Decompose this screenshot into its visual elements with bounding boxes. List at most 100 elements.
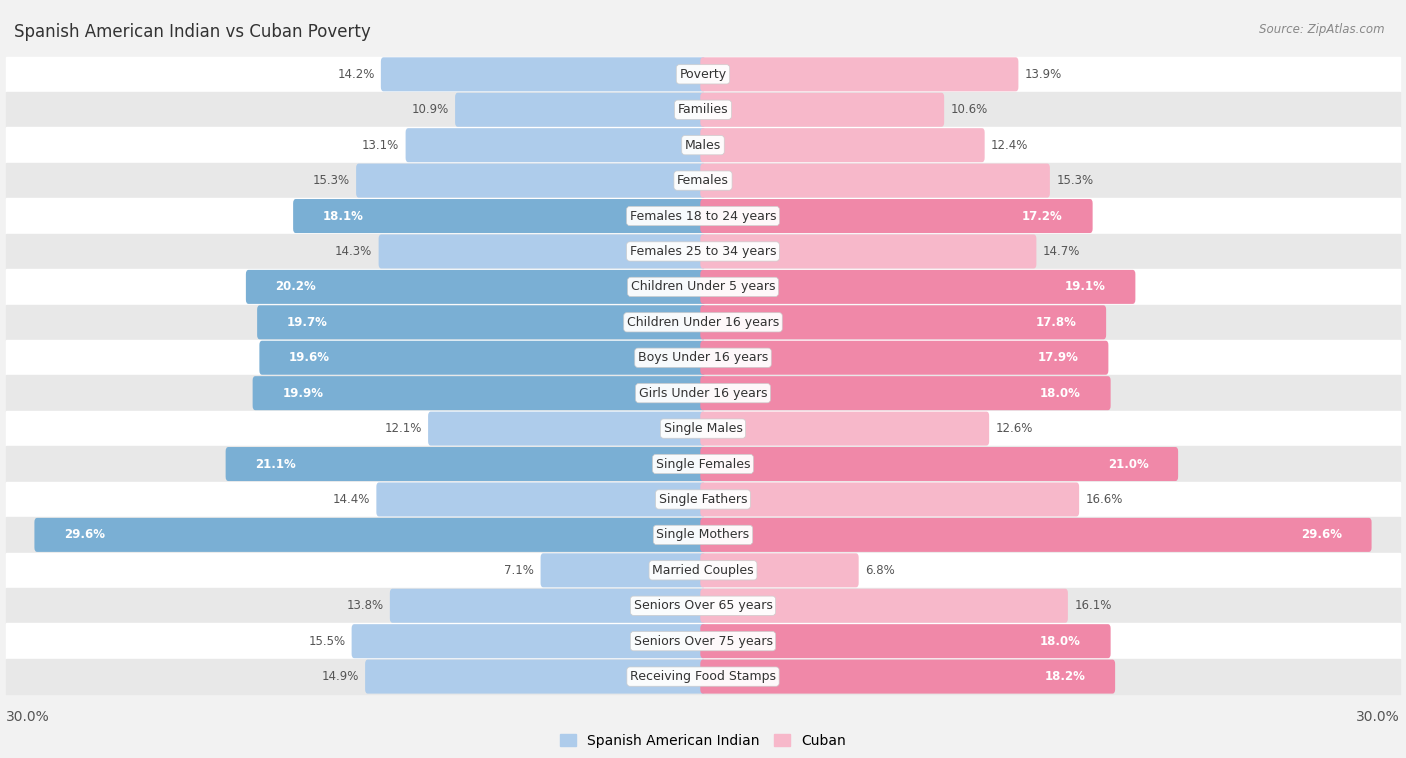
- Text: Poverty: Poverty: [679, 67, 727, 81]
- Bar: [6, 269, 1400, 305]
- Text: Receiving Food Stamps: Receiving Food Stamps: [630, 670, 776, 683]
- Text: 16.1%: 16.1%: [1074, 600, 1112, 612]
- Text: 15.3%: 15.3%: [312, 174, 350, 187]
- Bar: [6, 623, 1400, 659]
- FancyBboxPatch shape: [405, 128, 706, 162]
- Text: Families: Families: [678, 103, 728, 116]
- FancyBboxPatch shape: [225, 447, 706, 481]
- Text: 15.3%: 15.3%: [1056, 174, 1094, 187]
- FancyBboxPatch shape: [259, 341, 706, 374]
- FancyBboxPatch shape: [540, 553, 706, 587]
- Text: Females: Females: [678, 174, 728, 187]
- FancyBboxPatch shape: [700, 518, 1372, 552]
- FancyBboxPatch shape: [700, 58, 1018, 91]
- Bar: [6, 588, 1400, 623]
- Text: 15.5%: 15.5%: [308, 634, 346, 647]
- Text: Boys Under 16 years: Boys Under 16 years: [638, 351, 768, 365]
- Text: 6.8%: 6.8%: [865, 564, 894, 577]
- Text: Females 18 to 24 years: Females 18 to 24 years: [630, 209, 776, 223]
- Text: 7.1%: 7.1%: [505, 564, 534, 577]
- Text: 18.1%: 18.1%: [323, 209, 364, 223]
- Text: 16.6%: 16.6%: [1085, 493, 1123, 506]
- FancyBboxPatch shape: [456, 92, 706, 127]
- FancyBboxPatch shape: [700, 624, 1111, 658]
- Text: Single Males: Single Males: [664, 422, 742, 435]
- Text: 18.2%: 18.2%: [1045, 670, 1085, 683]
- Text: 19.6%: 19.6%: [290, 351, 330, 365]
- Text: 18.0%: 18.0%: [1040, 387, 1081, 399]
- FancyBboxPatch shape: [356, 164, 706, 198]
- Text: Seniors Over 75 years: Seniors Over 75 years: [634, 634, 772, 647]
- FancyBboxPatch shape: [377, 482, 706, 516]
- Bar: [6, 411, 1400, 446]
- FancyBboxPatch shape: [246, 270, 706, 304]
- Text: Children Under 16 years: Children Under 16 years: [627, 316, 779, 329]
- FancyBboxPatch shape: [700, 589, 1069, 623]
- Text: 17.2%: 17.2%: [1022, 209, 1063, 223]
- FancyBboxPatch shape: [366, 659, 706, 694]
- Text: Spanish American Indian vs Cuban Poverty: Spanish American Indian vs Cuban Poverty: [14, 23, 371, 41]
- Legend: Spanish American Indian, Cuban: Spanish American Indian, Cuban: [554, 728, 852, 753]
- Bar: [6, 517, 1400, 553]
- Text: 13.9%: 13.9%: [1025, 67, 1062, 81]
- FancyBboxPatch shape: [700, 341, 1108, 374]
- Text: 14.2%: 14.2%: [337, 67, 374, 81]
- Bar: [6, 57, 1400, 92]
- Text: 12.1%: 12.1%: [384, 422, 422, 435]
- Text: 14.9%: 14.9%: [322, 670, 359, 683]
- FancyBboxPatch shape: [700, 447, 1178, 481]
- FancyBboxPatch shape: [389, 589, 706, 623]
- Text: 18.0%: 18.0%: [1040, 634, 1081, 647]
- Bar: [6, 199, 1400, 233]
- Bar: [6, 233, 1400, 269]
- Text: 12.4%: 12.4%: [991, 139, 1028, 152]
- FancyBboxPatch shape: [700, 164, 1050, 198]
- Bar: [6, 375, 1400, 411]
- Text: Girls Under 16 years: Girls Under 16 years: [638, 387, 768, 399]
- Bar: [6, 482, 1400, 517]
- Text: 14.3%: 14.3%: [335, 245, 373, 258]
- FancyBboxPatch shape: [257, 305, 706, 340]
- FancyBboxPatch shape: [700, 482, 1080, 516]
- FancyBboxPatch shape: [700, 128, 984, 162]
- FancyBboxPatch shape: [352, 624, 706, 658]
- Bar: [6, 163, 1400, 199]
- Text: 14.7%: 14.7%: [1043, 245, 1080, 258]
- Text: Single Fathers: Single Fathers: [659, 493, 747, 506]
- FancyBboxPatch shape: [700, 553, 859, 587]
- FancyBboxPatch shape: [378, 234, 706, 268]
- FancyBboxPatch shape: [253, 376, 706, 410]
- Text: 20.2%: 20.2%: [276, 280, 316, 293]
- Bar: [6, 446, 1400, 482]
- FancyBboxPatch shape: [427, 412, 706, 446]
- FancyBboxPatch shape: [700, 270, 1136, 304]
- Bar: [6, 659, 1400, 694]
- FancyBboxPatch shape: [292, 199, 706, 233]
- Text: Children Under 5 years: Children Under 5 years: [631, 280, 775, 293]
- Text: Source: ZipAtlas.com: Source: ZipAtlas.com: [1260, 23, 1385, 36]
- Text: 10.9%: 10.9%: [412, 103, 449, 116]
- Text: 13.1%: 13.1%: [363, 139, 399, 152]
- Bar: [6, 340, 1400, 375]
- Bar: [6, 127, 1400, 163]
- Text: Males: Males: [685, 139, 721, 152]
- Text: 12.6%: 12.6%: [995, 422, 1033, 435]
- FancyBboxPatch shape: [700, 412, 990, 446]
- Text: 13.8%: 13.8%: [346, 600, 384, 612]
- Text: 21.0%: 21.0%: [1108, 458, 1149, 471]
- Text: 19.7%: 19.7%: [287, 316, 328, 329]
- FancyBboxPatch shape: [700, 659, 1115, 694]
- Text: Married Couples: Married Couples: [652, 564, 754, 577]
- Bar: [6, 92, 1400, 127]
- Text: 14.4%: 14.4%: [333, 493, 370, 506]
- Text: 29.6%: 29.6%: [1301, 528, 1341, 541]
- Text: 29.6%: 29.6%: [65, 528, 105, 541]
- FancyBboxPatch shape: [700, 376, 1111, 410]
- FancyBboxPatch shape: [700, 199, 1092, 233]
- Text: Single Mothers: Single Mothers: [657, 528, 749, 541]
- Text: 17.8%: 17.8%: [1036, 316, 1077, 329]
- Text: 21.1%: 21.1%: [256, 458, 297, 471]
- FancyBboxPatch shape: [34, 518, 706, 552]
- Text: Single Females: Single Females: [655, 458, 751, 471]
- Bar: [6, 553, 1400, 588]
